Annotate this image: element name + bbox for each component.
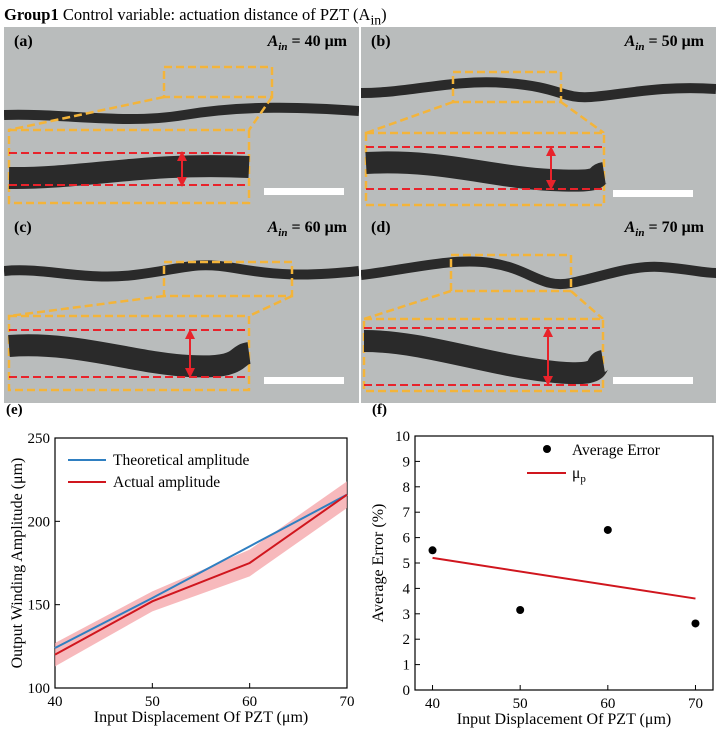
micrograph-panel-a: (a) Ain = 40 μm (4, 27, 359, 217)
group-title: Group1 (4, 5, 59, 24)
micrograph-d (361, 253, 716, 393)
x-axis-label: Input Displacement Of PZT (μm) (457, 711, 671, 728)
panel-label-d: (d) (371, 219, 391, 236)
y-tick-label: 5 (403, 556, 411, 572)
micrograph-panel-c: (c) Ain = 60 μm (4, 213, 359, 403)
plot-frame (54, 437, 348, 689)
y-tick-label: 100 (28, 681, 51, 697)
actual-amplitude-line (54, 493, 348, 656)
average-error-point (516, 605, 525, 614)
panel-label-a: (a) (14, 33, 33, 50)
y-axis-label: Output Winding Amplitude (μm) (9, 458, 26, 669)
x-axis-label: Input Displacement Of PZT (μm) (94, 709, 308, 726)
amplitude-label-b: Ain = 50 μm (624, 33, 704, 54)
micrograph-a (4, 65, 359, 205)
header-close: ) (381, 5, 387, 24)
y-tick-label: 10 (395, 429, 410, 445)
y-tick-label: 2 (403, 632, 411, 648)
y-tick-label: 0 (403, 683, 411, 699)
legend-label-mu-p-sub: p (580, 473, 586, 485)
legend-label-actual: Actual amplitude (113, 474, 220, 491)
amplitude-label-a: Ain = 40 μm (267, 33, 347, 54)
theoretical-amplitude-line (54, 493, 348, 649)
micrograph-panel-b: (b) Ain = 50 μm (361, 27, 716, 217)
x-tick-label: 40 (425, 696, 440, 712)
y-tick-label: 3 (403, 607, 411, 623)
legend-label-average-error: Average Error (572, 442, 661, 459)
amplitude-label-c: Ain = 60 μm (267, 219, 347, 240)
header-text: Control variable: actuation distance of … (62, 5, 371, 24)
y-tick-label: 4 (403, 581, 411, 597)
header-sub: in (370, 12, 382, 28)
y-tick-label: 150 (28, 598, 51, 614)
micrograph-b (361, 70, 716, 207)
x-tick-label: 40 (48, 694, 63, 710)
chart-f: 40 50 60 70 0 1 2 3 4 5 6 7 8 9 10 Input Displacement O… (370, 429, 714, 728)
x-tick-label: 60 (242, 694, 257, 710)
y-tick-label: 1 (403, 658, 411, 674)
x-tick-label: 50 (145, 694, 160, 710)
legend-swatch-average-error (543, 445, 551, 453)
average-error-point (603, 525, 612, 534)
micrograph-panel-d: (d) Ain = 70 μm (361, 213, 716, 403)
legend-label-mu-p: μp (572, 465, 586, 485)
mu-p-fit-line (432, 556, 696, 600)
figure-header: Group1 Control variable: actuation dista… (4, 2, 387, 33)
y-tick-label: 7 (403, 505, 411, 521)
legend-label-theoretical: Theoretical amplitude (113, 452, 250, 469)
y-tick-label: 8 (403, 480, 411, 496)
y-tick-label: 200 (28, 514, 51, 530)
x-tick-label: 60 (600, 696, 615, 712)
y-axis-label: Average Error (%) (370, 504, 387, 623)
y-tick-label: 9 (403, 454, 411, 470)
average-error-point (428, 546, 437, 555)
average-error-point (691, 619, 700, 628)
actual-amplitude-band (55, 481, 347, 667)
x-tick-label: 50 (513, 696, 528, 712)
x-tick-label: 70 (688, 696, 703, 712)
y-tick-label: 6 (403, 531, 411, 547)
chart-e: 40 50 60 70 100 150 200 250 Input Displacement O… (9, 431, 355, 726)
micrograph-c (4, 260, 359, 392)
panel-label-c: (c) (14, 219, 32, 236)
chart-label-e: (e) (6, 402, 23, 418)
y-tick-label: 250 (28, 431, 51, 447)
chart-label-f: (f) (372, 402, 387, 418)
x-tick-label: 70 (340, 694, 355, 710)
panel-label-b: (b) (371, 33, 391, 50)
amplitude-label-d: Ain = 70 μm (624, 219, 704, 240)
